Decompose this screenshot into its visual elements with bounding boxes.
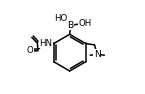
Text: HN: HN <box>39 39 52 47</box>
Text: N: N <box>94 50 101 59</box>
Text: OH: OH <box>78 19 91 28</box>
Text: O: O <box>26 46 33 55</box>
Text: B: B <box>67 21 74 30</box>
Text: HO: HO <box>54 14 67 23</box>
